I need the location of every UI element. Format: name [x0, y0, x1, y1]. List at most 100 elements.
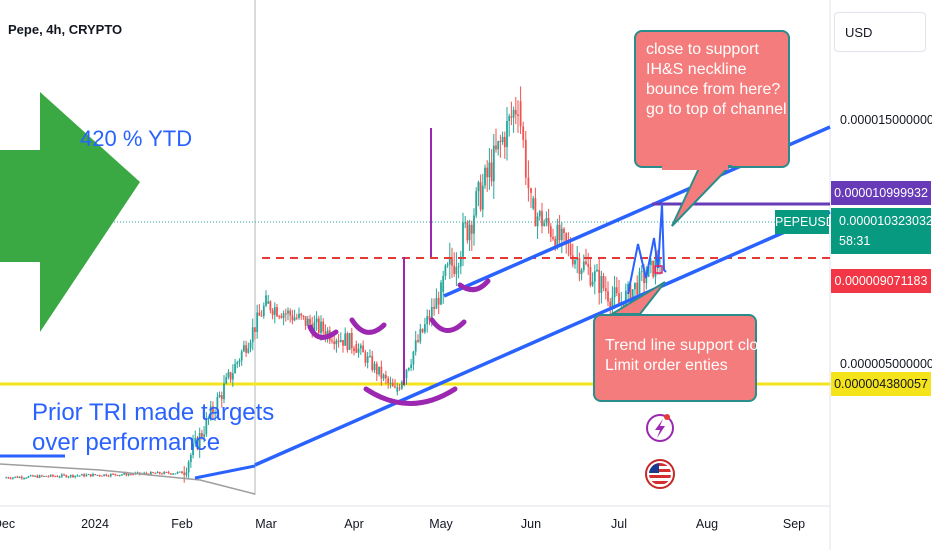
- candle-body: [154, 472, 157, 474]
- candle-body: [569, 244, 572, 256]
- candle-body: [284, 313, 287, 315]
- candle-body: [417, 340, 419, 342]
- candle-body: [645, 276, 648, 283]
- candle-body: [112, 473, 114, 475]
- callout-bottom-line-1: Trend line support close: [605, 337, 776, 354]
- candle-body: [481, 185, 484, 210]
- candle-body: [455, 267, 458, 274]
- candle-body: [508, 116, 511, 122]
- candle-body: [574, 260, 576, 265]
- head-curve: [363, 386, 458, 406]
- candle-body: [512, 109, 515, 118]
- candle-body: [366, 356, 369, 363]
- candle-body: [236, 362, 239, 364]
- candle-body: [640, 270, 643, 272]
- candle-body: [98, 474, 101, 476]
- candle-body: [604, 288, 607, 292]
- candle-body: [477, 182, 480, 192]
- candle-body: [464, 222, 467, 224]
- candle-body: [576, 258, 579, 261]
- candle-body: [466, 222, 469, 241]
- candle-body: [60, 474, 63, 477]
- candle-body: [16, 476, 19, 478]
- candle-body: [571, 255, 574, 265]
- candle-body: [593, 271, 596, 282]
- candle-body: [40, 475, 43, 477]
- lightning-icon[interactable]: [646, 414, 674, 442]
- candle-body: [638, 271, 641, 295]
- candle-body: [216, 397, 219, 413]
- candle-body: [652, 260, 655, 277]
- bar-countdown: 58:31: [839, 234, 871, 248]
- candle-body: [342, 339, 344, 346]
- candle-body: [74, 475, 77, 478]
- x-tick-label: 2024: [81, 517, 109, 531]
- candle-body: [600, 275, 603, 293]
- candle-body: [23, 478, 25, 480]
- us-flag-icon[interactable]: [645, 459, 675, 489]
- last-price-value: 0.000010323032: [839, 214, 932, 228]
- candle-body: [457, 266, 460, 268]
- candle-body: [29, 475, 32, 477]
- candle-body: [552, 237, 554, 239]
- candle-body: [251, 327, 254, 343]
- candle-body: [428, 316, 431, 320]
- candle-body: [63, 474, 65, 476]
- candle-body: [260, 315, 263, 317]
- candle-body: [495, 145, 497, 150]
- candle-body: [34, 475, 37, 477]
- candle-body: [324, 331, 327, 338]
- currency-selector[interactable]: USD: [834, 12, 926, 52]
- candle-body: [501, 136, 504, 143]
- candle-body: [382, 374, 385, 379]
- candle-body: [484, 167, 486, 186]
- candle-body: [497, 141, 500, 150]
- prior-note-line-2: over performance: [32, 429, 221, 456]
- candle-body: [306, 318, 309, 326]
- candle-body: [234, 363, 236, 374]
- candle-body: [499, 141, 502, 143]
- candle-body: [145, 472, 148, 474]
- candle-body: [38, 475, 41, 478]
- candle-body: [517, 114, 519, 116]
- candle-body: [136, 472, 139, 474]
- candle-body: [247, 348, 250, 353]
- candle-body: [36, 475, 39, 478]
- candle-body: [643, 270, 645, 283]
- candle-body: [618, 293, 620, 304]
- candle-body: [178, 471, 181, 473]
- green-arrow-icon: [0, 92, 140, 332]
- candle-body: [322, 321, 325, 332]
- candle-body: [125, 473, 128, 476]
- candle-body: [357, 348, 360, 353]
- x-tick-label: Jun: [520, 517, 542, 531]
- candle-body: [220, 395, 223, 400]
- candle-body: [200, 433, 203, 437]
- candle-body: [317, 318, 320, 333]
- candle-body: [187, 462, 190, 473]
- callout-top-line-2: IH&S neckline: [646, 61, 747, 78]
- candle-body: [444, 265, 447, 276]
- candle-body: [371, 355, 374, 371]
- candle-body: [538, 211, 541, 217]
- candle-body: [556, 224, 559, 248]
- x-tick-label: Aug: [695, 517, 719, 531]
- candle-body: [289, 310, 292, 316]
- x-tick-label: Apr: [344, 517, 364, 531]
- candle-body: [194, 437, 197, 444]
- candle-body: [468, 224, 471, 241]
- candle-body: [89, 474, 92, 477]
- candle-body: [67, 476, 70, 478]
- candle-body: [549, 226, 552, 238]
- candle-body: [587, 264, 590, 267]
- candle-body: [183, 472, 186, 476]
- candle-body: [362, 345, 365, 353]
- candle-body: [510, 116, 513, 118]
- candle-body: [350, 333, 353, 349]
- candle-body: [225, 377, 228, 384]
- candle-body: [203, 434, 206, 437]
- candle-body: [337, 340, 340, 342]
- candle-body: [267, 301, 270, 304]
- candle-body: [348, 333, 351, 350]
- candle-body: [293, 317, 296, 321]
